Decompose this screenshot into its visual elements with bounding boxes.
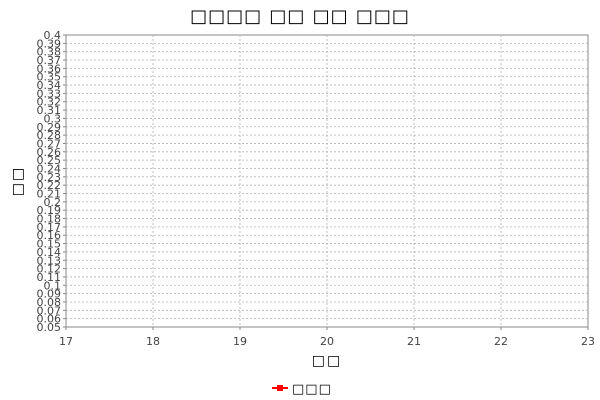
y-tick-label: 0.34 xyxy=(37,79,62,92)
x-tick-label: 23 xyxy=(581,335,595,348)
x-tick-label: 18 xyxy=(146,335,160,348)
y-tick-label: 0.24 xyxy=(37,162,62,175)
y-tick-label: 0.32 xyxy=(37,96,62,109)
y-tick-label: 0.16 xyxy=(37,229,62,242)
y-tick-label: 0.09 xyxy=(37,288,62,301)
y-tick-label: 0.15 xyxy=(37,238,62,251)
y-tick-label: 0.39 xyxy=(37,37,62,50)
x-tick-label: 19 xyxy=(233,335,247,348)
y-tick-label: 0.31 xyxy=(37,104,62,117)
y-tick-label: 0.1 xyxy=(44,279,62,292)
y-tick-label: 0.36 xyxy=(37,62,62,75)
y-axis-label: □□ xyxy=(10,166,26,196)
y-tick-label: 0.2 xyxy=(44,196,62,209)
y-tick-label: 0.14 xyxy=(37,246,62,259)
legend-marker-swatch xyxy=(277,385,283,391)
y-tick-label: 0.26 xyxy=(37,146,62,159)
y-tick-label: 0.35 xyxy=(37,71,62,84)
y-tick-label: 0.06 xyxy=(37,313,62,326)
x-tick-label: 21 xyxy=(407,335,421,348)
y-tick-label: 0.23 xyxy=(37,171,62,184)
y-tick-label: 0.3 xyxy=(44,112,62,125)
y-tick-label: 0.38 xyxy=(37,46,62,59)
y-tick-label: 0.33 xyxy=(37,87,62,100)
y-tick-label: 0.37 xyxy=(37,54,62,67)
y-tick-label: 0.13 xyxy=(37,254,62,267)
y-tick-label: 0.12 xyxy=(37,263,62,276)
y-tick-label: 0.05 xyxy=(37,321,62,334)
y-tick-label: 0.28 xyxy=(37,129,62,142)
x-axis-ticks: 17 18 19 20 21 22 23 xyxy=(59,327,595,348)
y-tick-label: 0.29 xyxy=(37,121,62,134)
y-tick-label: 0.17 xyxy=(37,221,62,234)
y-tick-label: 0.27 xyxy=(37,137,62,150)
y-tick-label: 0.4 xyxy=(44,29,62,42)
y-tick-label: 0.21 xyxy=(37,188,62,201)
y-tick-label: 0.19 xyxy=(37,204,62,217)
y-tick-label: 0.18 xyxy=(37,213,62,226)
y-tick-label: 0.22 xyxy=(37,179,62,192)
x-tick-label: 22 xyxy=(494,335,508,348)
legend: □□□ xyxy=(272,382,332,397)
chart-title: □□□□ □□ □□ □□□ xyxy=(190,6,410,27)
legend-entry-label: □□□ xyxy=(292,382,332,397)
y-tick-label: 0.25 xyxy=(37,154,62,167)
y-tick-label: 0.07 xyxy=(37,304,62,317)
x-axis-label: □□ xyxy=(312,353,342,369)
x-tick-label: 20 xyxy=(320,335,334,348)
y-axis-ticks: 0.050.060.070.080.090.10.110.120.130.140… xyxy=(37,29,66,334)
x-tick-label: 17 xyxy=(59,335,73,348)
grid-lines xyxy=(66,35,588,327)
y-tick-label: 0.11 xyxy=(37,271,62,284)
y-tick-label: 0.08 xyxy=(37,296,62,309)
